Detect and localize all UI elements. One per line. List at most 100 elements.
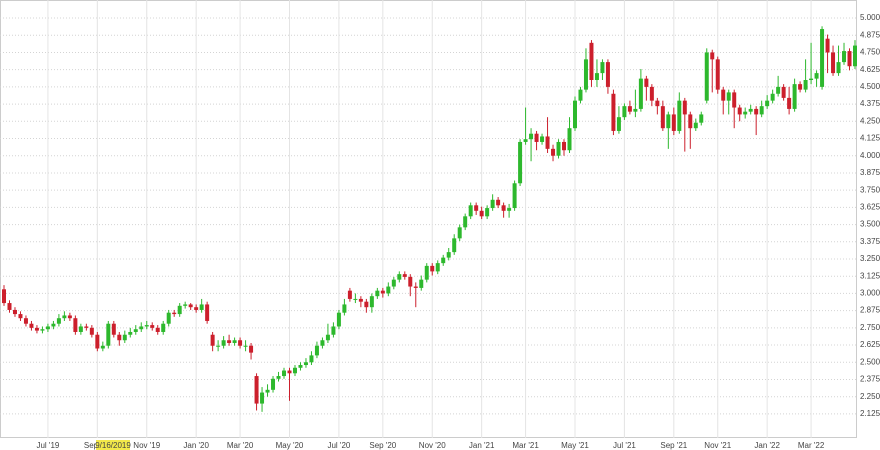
candle [485, 205, 490, 220]
candle [128, 327, 133, 338]
candle [386, 282, 391, 297]
candle-body [232, 340, 237, 343]
candle [474, 202, 479, 215]
plot-frame [0, 0, 857, 438]
candle-body [693, 122, 698, 129]
candle-body [803, 79, 808, 90]
candle-body [567, 128, 572, 151]
candle-body [715, 59, 720, 90]
candle-body [67, 315, 72, 319]
candle [534, 130, 539, 151]
candle [397, 271, 402, 283]
candle [627, 100, 632, 115]
candle-body [781, 86, 786, 98]
candle [814, 70, 819, 87]
candle [40, 326, 45, 334]
y-tick-label: 3.250 [860, 254, 880, 263]
candle [243, 340, 248, 352]
candle-body [413, 286, 418, 288]
candle-body [545, 136, 550, 149]
y-tick-label: 2.375 [860, 375, 880, 384]
candle [721, 86, 726, 115]
candle [408, 274, 413, 297]
candle-body [463, 216, 468, 228]
candle [56, 314, 61, 327]
candle-body [183, 304, 188, 306]
candle [710, 49, 715, 93]
candle-body [474, 205, 479, 211]
candle [616, 106, 621, 134]
candle-body [380, 290, 385, 294]
candle-body [227, 340, 232, 343]
x-tick-label: Sep '21 [660, 441, 687, 450]
y-tick-label: 2.125 [860, 409, 880, 418]
candle [336, 309, 341, 330]
candle-body [314, 345, 319, 356]
candle [292, 365, 297, 377]
candle [468, 202, 473, 220]
candle-body [556, 141, 561, 156]
y-tick-label: 4.250 [860, 116, 880, 125]
candle-body [518, 141, 523, 184]
candle-body [644, 78, 649, 87]
candle-body [188, 304, 193, 308]
candle-body [271, 378, 276, 390]
candle-body [551, 148, 556, 156]
candle [682, 97, 687, 152]
candle-body [161, 323, 166, 332]
candle-body [172, 312, 177, 315]
candle [507, 203, 512, 218]
candle [276, 371, 281, 382]
candle [100, 341, 105, 352]
candle-body [276, 376, 281, 379]
candle-body [177, 305, 182, 315]
candle-body [56, 318, 61, 324]
candle [660, 100, 665, 131]
candle-body [611, 93, 616, 131]
candle [309, 351, 314, 366]
candle [303, 358, 308, 368]
candle [479, 206, 484, 220]
candle-body [386, 286, 391, 294]
candle-body [589, 42, 594, 80]
candle-body [397, 274, 402, 280]
candle-body [303, 362, 308, 366]
candle-body [2, 289, 6, 304]
candle-body [814, 73, 819, 79]
candle-body [622, 106, 627, 118]
candle-body [446, 252, 451, 258]
candle [496, 197, 501, 209]
candle [655, 97, 660, 115]
candle [754, 106, 759, 136]
candle [364, 298, 369, 313]
candle [177, 303, 182, 317]
candle-body [490, 199, 495, 209]
candle-body [210, 334, 215, 346]
candle-body [347, 290, 352, 299]
candle-body [89, 327, 94, 335]
candle [89, 325, 94, 338]
candle [562, 139, 567, 156]
candle-body [655, 100, 660, 107]
candle [644, 75, 649, 101]
candle-body [62, 315, 67, 319]
candle-body [787, 97, 792, 109]
candle-body [111, 323, 116, 335]
candle-body [732, 92, 737, 108]
candle [512, 180, 517, 211]
candle [638, 68, 643, 112]
x-tick-label: Jul '20 [327, 441, 350, 450]
candle-body [633, 108, 638, 112]
candle [73, 315, 78, 335]
candle-body [424, 265, 429, 280]
candle-body [194, 307, 199, 310]
y-tick-label: 4.375 [860, 99, 880, 108]
candle-body [638, 78, 643, 109]
candle-body [309, 355, 314, 363]
candle [232, 337, 237, 346]
candle-body [133, 329, 138, 332]
y-tick-label: 2.875 [860, 306, 880, 315]
candle-body [243, 345, 248, 347]
y-tick-label: 5.000 [860, 13, 880, 22]
